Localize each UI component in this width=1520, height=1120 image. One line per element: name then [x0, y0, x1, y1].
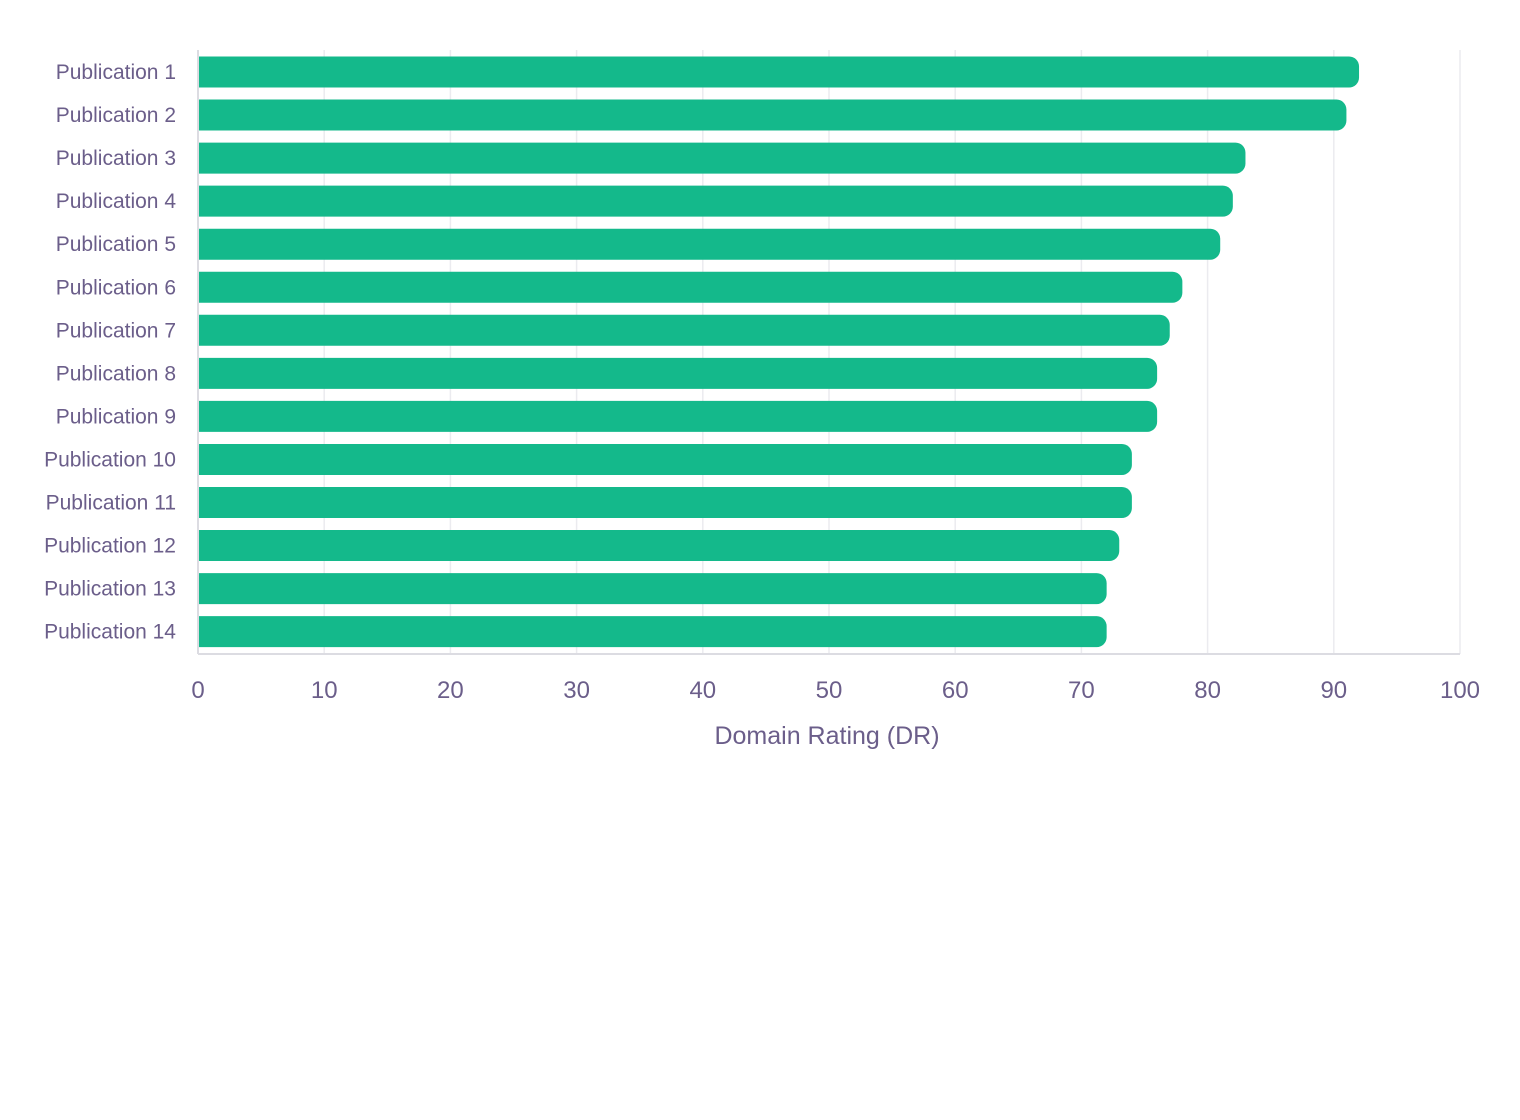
category-label: Publication 11	[46, 492, 176, 515]
category-label: Publication 14	[44, 621, 176, 644]
x-tick-label: 40	[689, 677, 716, 704]
x-tick-labels: 0 10 20 30 40 50 60 70 80 90 100	[191, 677, 1480, 704]
category-label: Publication 4	[56, 190, 177, 213]
category-label: Publication 2	[56, 104, 176, 127]
category-labels: Publication 1 Publication 2 Publication 3 P…	[44, 61, 176, 644]
x-tick-label: 30	[563, 677, 590, 704]
category-label: Publication 12	[44, 535, 176, 558]
x-axis-title: Domain Rating (DR)	[714, 722, 939, 750]
x-tick-label: 80	[1194, 677, 1221, 704]
category-label: Publication 6	[56, 276, 176, 299]
bar	[198, 314, 1170, 346]
x-tick-label: 10	[311, 677, 338, 704]
x-tick-label: 60	[942, 677, 969, 704]
bar	[198, 357, 1158, 389]
category-label: Publication 5	[56, 233, 176, 256]
bar	[198, 185, 1233, 217]
x-tick-label: 90	[1320, 677, 1347, 704]
bars	[198, 56, 1360, 648]
bar	[198, 573, 1107, 605]
category-label: Publication 7	[56, 319, 176, 342]
bar	[198, 487, 1132, 518]
bar	[198, 56, 1360, 88]
x-tick-label: 0	[191, 677, 204, 704]
bar	[198, 142, 1246, 174]
x-tick-label: 70	[1068, 677, 1095, 704]
bar	[198, 271, 1183, 303]
bar	[198, 228, 1221, 260]
bar	[198, 530, 1120, 562]
category-label: Publication 9	[56, 405, 176, 428]
bar	[198, 99, 1347, 131]
bar	[198, 616, 1107, 648]
axes	[197, 50, 1460, 655]
x-tick-label: 50	[816, 677, 843, 704]
category-label: Publication 13	[44, 578, 176, 601]
category-label: Publication 3	[56, 147, 176, 170]
category-label: Publication 1	[56, 61, 176, 84]
grid-lines	[323, 50, 1461, 654]
x-tick-label: 20	[437, 677, 464, 704]
bar	[198, 443, 1132, 475]
bar	[198, 400, 1158, 432]
x-tick-label: 100	[1440, 677, 1480, 704]
category-label: Publication 8	[56, 362, 176, 385]
category-label: Publication 10	[44, 448, 176, 471]
